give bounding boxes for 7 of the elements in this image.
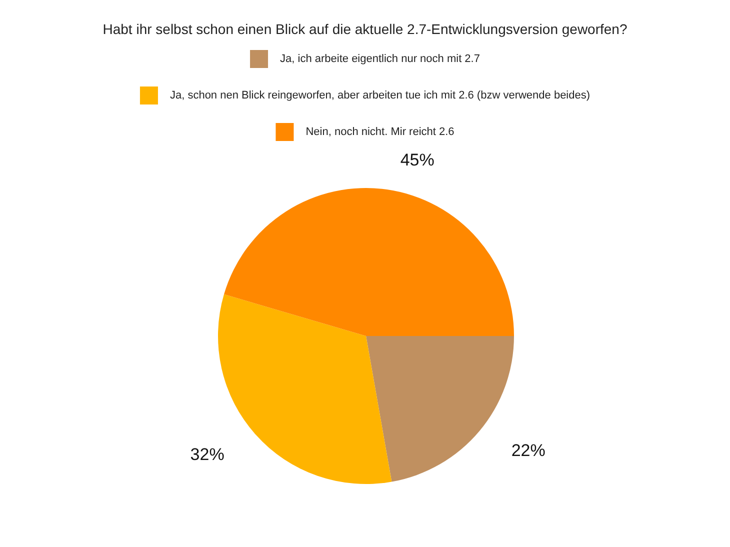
chart-title: Habt ihr selbst schon einen Blick auf die aktuelle 2.7-Entwicklungsversion geworfen?	[102, 21, 628, 37]
legend-label: Nein, noch nicht. Mir reicht 2.6	[306, 126, 454, 138]
data-label: 22%	[511, 440, 546, 460]
data-label: 32%	[190, 445, 224, 464]
legend-label: Ja, schon nen Blick reingeworfen, aber arbeiten tue ich mit 2.6 (bzw verwende beides)	[170, 90, 590, 102]
legend-label: Ja, ich arbeite eigentlich nur noch mit 2.7	[280, 53, 480, 65]
data-label: 45%	[400, 150, 434, 170]
